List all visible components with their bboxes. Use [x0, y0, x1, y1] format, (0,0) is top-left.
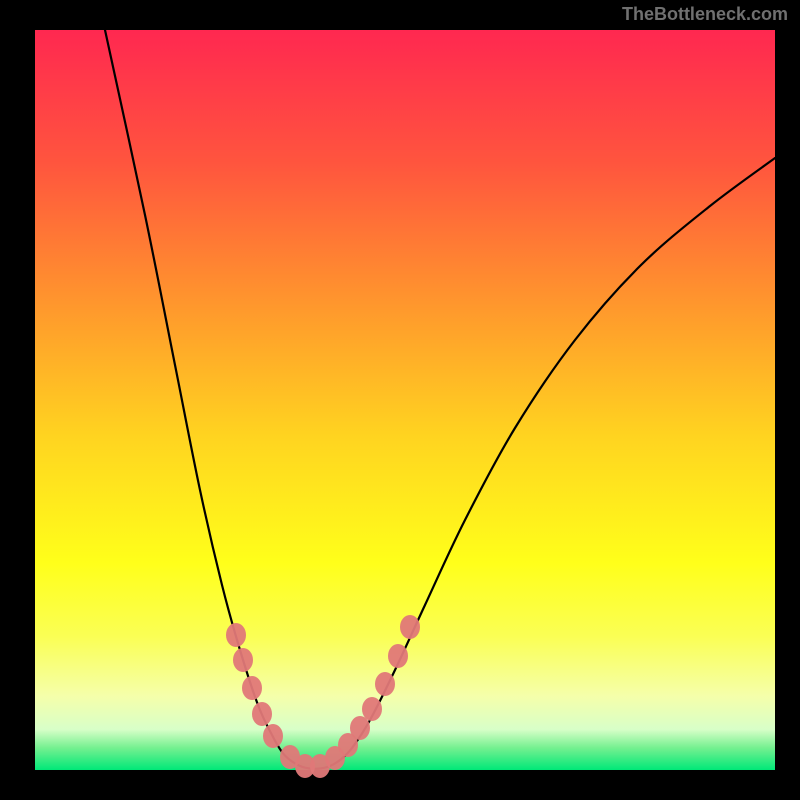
- curve-marker: [362, 697, 382, 721]
- curve-marker: [375, 672, 395, 696]
- curve-marker: [350, 716, 370, 740]
- curve-marker: [242, 676, 262, 700]
- curve-marker: [226, 623, 246, 647]
- chart-canvas: TheBottleneck.com: [0, 0, 800, 800]
- chart-svg: [0, 0, 800, 800]
- curve-marker: [400, 615, 420, 639]
- curve-marker: [252, 702, 272, 726]
- curve-marker: [263, 724, 283, 748]
- curve-marker: [388, 644, 408, 668]
- curve-marker: [233, 648, 253, 672]
